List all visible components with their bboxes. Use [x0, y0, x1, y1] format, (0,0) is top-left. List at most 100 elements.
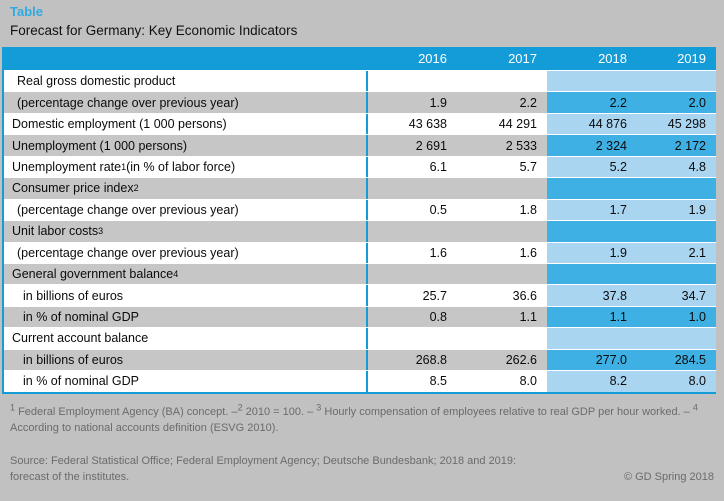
table-rows: Real gross domestic product (percentage c… [4, 70, 716, 392]
cell-2016: 25.7 [422, 288, 447, 303]
table-row: Unit labor costs 3 [4, 220, 716, 242]
cell-2019: 1.9 [637, 199, 716, 221]
cell-2017: 1.6 [519, 245, 537, 260]
cell-2016: 8.5 [429, 374, 447, 389]
cell-2017: 262.6 [505, 352, 537, 367]
cell-2017: 44 291 [498, 117, 537, 132]
table-row: Real gross domestic product [4, 70, 716, 92]
cell-2018 [547, 221, 637, 242]
row-label: Domestic employment (1 000 persons) [4, 113, 368, 135]
row-label: Unit labor costs 3 [4, 221, 368, 242]
row-label: General government balance 4 [4, 263, 368, 285]
column-header-2019: 2019 [677, 51, 706, 66]
table-row: (percentage change over previous year) 1.… [4, 91, 716, 113]
cell-2017 [457, 71, 547, 91]
table-row: General government balance 4 [4, 262, 716, 285]
cell-2017 [457, 328, 547, 348]
cell-2016: 1.6 [429, 245, 447, 260]
row-label: (percentage change over previous year) [4, 92, 368, 113]
cell-2019: 4.8 [637, 156, 716, 178]
cell-2019: 2 172 [637, 135, 716, 156]
cell-2018: 1.9 [547, 242, 637, 263]
cell-2016 [368, 71, 457, 91]
table-row: (percentage change over previous year) 0.… [4, 198, 716, 221]
copyright: © GD Spring 2018 [623, 471, 714, 483]
cell-2016 [368, 178, 457, 198]
indicators-table: 2016 2017 2018 2019 Real gross domestic … [2, 47, 716, 394]
cell-2017 [457, 221, 547, 241]
table-row: Current account balance [4, 327, 716, 349]
cell-2019: 1.0 [637, 306, 716, 328]
cell-2018: 1.7 [547, 199, 637, 221]
cell-2017 [457, 264, 547, 284]
column-header-2016: 2016 [418, 51, 447, 66]
table-row: (percentage change over previous year) 1.… [4, 241, 716, 263]
cell-2018: 277.0 [547, 349, 637, 371]
row-label: Real gross domestic product [4, 71, 368, 92]
source-line-1: Source: Federal Statistical Office; Fede… [10, 455, 517, 467]
cell-2017 [457, 178, 547, 198]
column-header-2017: 2017 [508, 51, 537, 66]
row-label: in billions of euros [4, 285, 368, 306]
row-label: Unemployment rate 1 (in % of labor force) [4, 156, 368, 178]
cell-2016: 1.9 [429, 95, 447, 110]
cell-2017: 2 533 [505, 138, 537, 153]
cell-2018: 2 324 [547, 135, 637, 156]
cell-2016: 0.5 [429, 202, 447, 217]
cell-2019 [637, 263, 716, 285]
cell-2019 [637, 178, 716, 199]
cell-2019: 34.7 [637, 285, 716, 306]
cell-2018: 1.1 [547, 306, 637, 328]
source-block: Source: Federal Statistical Office; Fede… [10, 453, 714, 485]
row-label: in billions of euros [4, 349, 368, 371]
cell-2018: 2.2 [547, 92, 637, 113]
table-row: in % of nominal GDP 8.5 8.0 8.2 8.0 [4, 370, 716, 392]
cell-2018 [547, 328, 637, 349]
cell-2018: 44 876 [547, 113, 637, 135]
cell-2018 [547, 263, 637, 285]
cell-2016: 43 638 [408, 117, 447, 132]
cell-2019: 45 298 [637, 113, 716, 135]
cell-2016 [368, 221, 457, 241]
cell-2017: 1.1 [519, 310, 537, 325]
table-row: in % of nominal GDP 0.8 1.1 1.1 1.0 [4, 305, 716, 328]
row-label: Consumer price index 2 [4, 178, 368, 199]
cell-2016 [368, 328, 457, 348]
footnote-marker: 1 [10, 402, 16, 413]
table-row: Domestic employment (1 000 persons) 43 63… [4, 112, 716, 135]
table-row: Unemployment (1 000 persons) 2 691 2 533 2 … [4, 134, 716, 156]
cell-2018: 37.8 [547, 285, 637, 306]
cell-2019: 284.5 [637, 349, 716, 371]
footnote-marker: 3 [316, 402, 322, 413]
page-title: Forecast for Germany: Key Economic Indic… [10, 23, 298, 38]
cell-2018: 8.2 [547, 371, 637, 392]
cell-2017: 5.7 [519, 159, 537, 174]
cell-2019 [637, 328, 716, 349]
row-label: in % of nominal GDP [4, 306, 368, 328]
table-header-row: 2016 2017 2018 2019 [4, 47, 716, 70]
row-label: in % of nominal GDP [4, 371, 368, 392]
cell-2019 [637, 71, 716, 92]
column-header-2018: 2018 [598, 51, 627, 66]
footnote-marker: 2 [237, 402, 243, 413]
table-kicker: Table [10, 4, 43, 19]
cell-2016: 6.1 [429, 159, 447, 174]
cell-2017: 1.8 [519, 202, 537, 217]
cell-2018 [547, 71, 637, 92]
source-line-2: forecast of the institutes. [10, 471, 130, 483]
cell-2016: 2 691 [415, 138, 447, 153]
cell-2017: 8.0 [519, 374, 537, 389]
table-row: Unemployment rate 1 (in % of labor force)… [4, 155, 716, 178]
cell-2017: 36.6 [512, 288, 537, 303]
row-label: (percentage change over previous year) [4, 242, 368, 263]
cell-2019 [637, 221, 716, 242]
cell-2019: 2.1 [637, 242, 716, 263]
cell-2016: 0.8 [429, 310, 447, 325]
cell-2018 [547, 178, 637, 199]
cell-2019: 2.0 [637, 92, 716, 113]
row-label: (percentage change over previous year) [4, 199, 368, 221]
cell-2016: 268.8 [415, 352, 447, 367]
row-label: Unemployment (1 000 persons) [4, 135, 368, 156]
cell-2016 [368, 264, 457, 284]
